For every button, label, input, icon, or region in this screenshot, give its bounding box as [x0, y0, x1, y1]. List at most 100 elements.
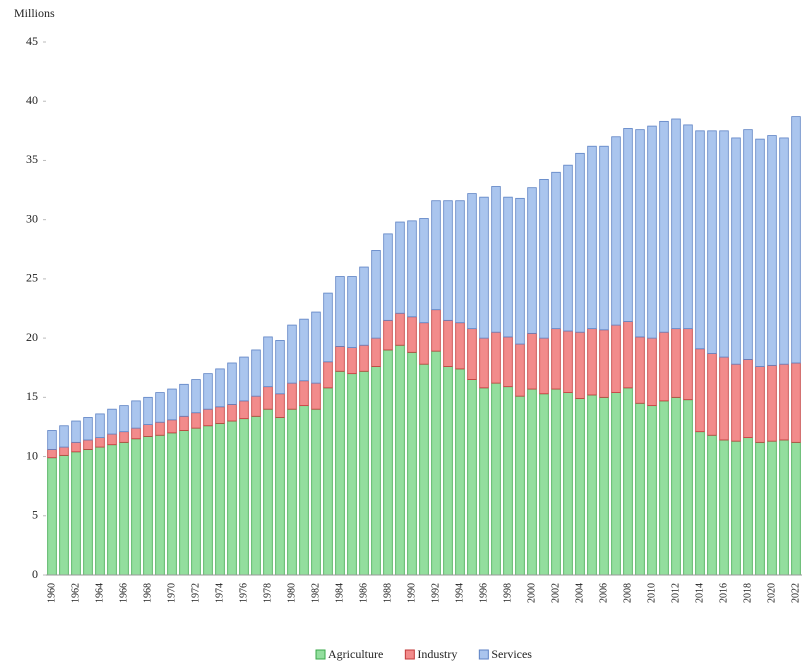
bar-segment [635, 336, 645, 404]
y-tick-label: 15 [26, 389, 38, 403]
bar-segment [719, 130, 729, 358]
bar-segment [227, 420, 237, 576]
bar-segment [359, 370, 369, 576]
bar-segment [767, 440, 777, 576]
bar-segment [647, 337, 657, 407]
x-tick-label: 2008 [622, 583, 633, 603]
bar-segment [287, 382, 297, 410]
bar-segment [431, 350, 441, 576]
bar-segment [47, 449, 57, 459]
bar-segment [47, 430, 57, 450]
bar-segment [575, 152, 585, 333]
bar-segment [251, 349, 261, 397]
bar-segment [623, 321, 633, 389]
bar-segment [623, 128, 633, 322]
legend-label: Agriculture [328, 647, 383, 661]
x-tick-label: 2022 [790, 583, 801, 603]
x-tick-label: 2006 [598, 583, 609, 603]
bar-segment [779, 363, 789, 441]
bar-segment [767, 135, 777, 366]
bar-segment [263, 336, 273, 388]
x-tick-label: 1980 [286, 583, 297, 603]
bar-segment [791, 362, 801, 443]
x-tick-label: 1966 [118, 583, 129, 603]
bar-segment [455, 322, 465, 370]
bar-segment [263, 408, 273, 576]
bar-segment [767, 364, 777, 442]
bar-segment [779, 137, 789, 365]
bar-segment [611, 324, 621, 393]
bar-segment [83, 449, 93, 576]
bar-segment [659, 400, 669, 576]
bar-segment [347, 276, 357, 348]
bar-segment [419, 218, 429, 324]
bar-segment [275, 393, 285, 418]
y-tick-label: 35 [26, 152, 38, 166]
bar-segment [203, 408, 213, 427]
bar-segment [59, 425, 69, 448]
bar-segment [755, 366, 765, 443]
bar-segment [539, 337, 549, 395]
legend-label: Services [491, 647, 532, 661]
bar-segment [191, 379, 201, 414]
bar-segment [119, 405, 129, 433]
bar-segment [203, 373, 213, 410]
bar-segment [215, 422, 225, 576]
bar-segment [443, 366, 453, 576]
bar-segment [311, 382, 321, 410]
bar-segment [731, 440, 741, 576]
bar-segment [239, 418, 249, 576]
y-tick-label: 25 [26, 271, 38, 285]
bar-segment [683, 328, 693, 401]
bar-segment [215, 406, 225, 424]
bar-segment [515, 395, 525, 576]
y-tick-label: 45 [26, 34, 38, 48]
x-tick-label: 1996 [478, 583, 489, 603]
x-tick-label: 1972 [190, 583, 201, 603]
x-tick-label: 2018 [742, 583, 753, 603]
x-tick-label: 1964 [94, 583, 105, 603]
bar-segment [47, 457, 57, 576]
x-tick-label: 1984 [334, 583, 345, 603]
x-tick-label: 1968 [142, 583, 153, 603]
bar-segment [419, 322, 429, 365]
bar-segment [347, 373, 357, 576]
bar-segment [539, 393, 549, 576]
bar-segment [635, 402, 645, 576]
x-tick-label: 1970 [166, 583, 177, 603]
bar-segment [467, 379, 477, 576]
bar-segment [383, 233, 393, 321]
bar-segment [179, 383, 189, 417]
bar-segment [611, 392, 621, 576]
bar-segment [743, 437, 753, 576]
bar-segment [251, 395, 261, 417]
bar-segment [143, 436, 153, 576]
bar-segment [107, 444, 117, 576]
bar-segment [659, 120, 669, 333]
bar-segment [119, 431, 129, 443]
y-axis-label: Millions [14, 6, 55, 20]
bar-segment [179, 415, 189, 431]
bar-segment [731, 363, 741, 442]
bar-segment [107, 433, 117, 446]
bar-segment [407, 351, 417, 576]
bar-segment [95, 446, 105, 576]
bar-segment [731, 137, 741, 365]
y-tick-label: 5 [32, 508, 38, 522]
y-tick-label: 0 [32, 567, 38, 581]
bar-segment [587, 328, 597, 396]
bar-segment [59, 446, 69, 456]
bar-segment [671, 396, 681, 576]
bar-segment [311, 311, 321, 384]
x-tick-label: 1988 [382, 583, 393, 603]
bar-segment [755, 138, 765, 367]
bar-segment [179, 430, 189, 576]
bar-segment [83, 439, 93, 450]
bar-segment [755, 441, 765, 576]
bar-segment [491, 186, 501, 333]
bar-segment [347, 347, 357, 375]
bar-segment [395, 312, 405, 346]
bar-segment [419, 363, 429, 576]
bar-segment [515, 197, 525, 345]
x-tick-label: 1960 [46, 583, 57, 603]
